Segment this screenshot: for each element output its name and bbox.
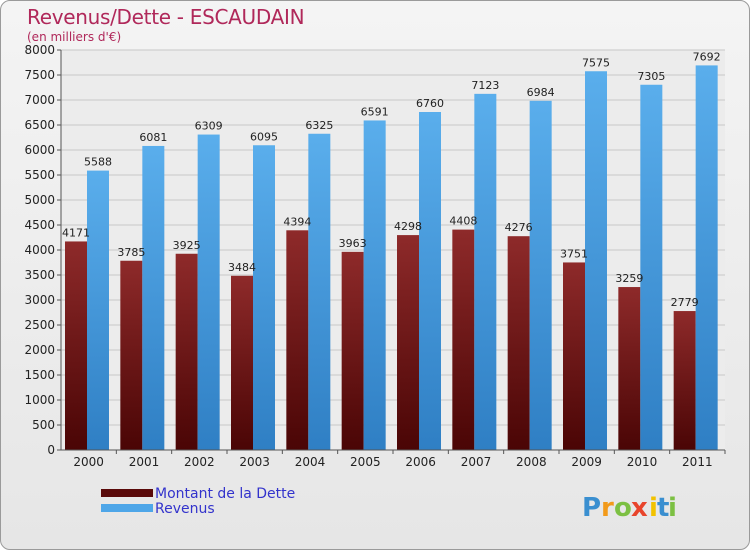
value-label: 7123 <box>471 79 499 92</box>
value-label: 2779 <box>671 296 699 309</box>
chart-title: Revenus/Dette - ESCAUDAIN <box>27 5 305 29</box>
y-tick-label: 2000 <box>24 343 55 357</box>
value-label: 4171 <box>62 226 90 239</box>
x-tick-label: 2000 <box>73 455 104 469</box>
value-label: 3751 <box>560 247 588 260</box>
bar-revenus <box>695 65 718 451</box>
x-tick-label: 2010 <box>627 455 658 469</box>
y-tick-label: 500 <box>32 418 55 432</box>
y-tick-label: 4000 <box>24 243 55 257</box>
logo-letter: t <box>657 493 669 523</box>
logo-letter: i <box>668 493 677 523</box>
logo-letter: P <box>582 493 601 523</box>
bar-revenus <box>363 120 386 450</box>
legend-swatch-dette <box>101 489 153 497</box>
bar-dette <box>120 260 143 450</box>
value-label: 6309 <box>195 120 223 133</box>
bar-revenus <box>142 145 165 450</box>
y-tick-label: 0 <box>47 443 55 457</box>
legend-swatch-revenus <box>101 504 153 512</box>
value-label: 4298 <box>394 220 422 233</box>
value-label: 3925 <box>173 239 201 252</box>
bar-revenus <box>529 100 552 451</box>
value-label: 6760 <box>416 97 444 110</box>
bar-revenus <box>197 134 220 451</box>
y-tick-label: 3000 <box>24 293 55 307</box>
value-labels: 4171 5588 3785 6081 3925 6309 3484 6095 4394 6325… <box>62 50 721 309</box>
value-label: 7692 <box>693 50 721 63</box>
bar-dette <box>452 229 475 450</box>
x-axis: 2000 2001 2002 2003 2004 2005 2006 2007 2008 2009… <box>61 449 726 469</box>
logo-letter: o <box>614 493 632 523</box>
chart-subtitle: (en milliers d'€) <box>27 30 122 44</box>
y-tick-label: 3500 <box>24 268 55 282</box>
bar-revenus <box>640 84 663 450</box>
value-label: 6325 <box>305 119 333 132</box>
x-tick-label: 2003 <box>239 455 270 469</box>
gridlines <box>61 49 725 426</box>
y-tick-label: 1000 <box>24 393 55 407</box>
bar-dette <box>618 287 641 450</box>
bar-dette <box>397 235 419 450</box>
y-tick-label: 2500 <box>24 318 55 332</box>
logo-letter: i <box>649 493 658 523</box>
bar-dette <box>231 275 253 450</box>
logo-letter: r <box>601 493 614 523</box>
logo-letter: x <box>631 493 648 523</box>
y-tick-label: 5000 <box>24 193 55 207</box>
value-label: 6095 <box>250 130 278 143</box>
bar-dette <box>673 311 696 450</box>
value-label: 5588 <box>84 156 112 169</box>
bar-dette <box>341 251 364 450</box>
y-tick-label: 5500 <box>24 168 55 182</box>
x-tick-label: 2005 <box>350 455 381 469</box>
bar-revenus <box>474 93 497 450</box>
bar-dette <box>507 236 530 450</box>
bars <box>65 65 718 451</box>
y-tick-label: 6000 <box>24 143 55 157</box>
y-tick-label: 8000 <box>24 43 55 57</box>
y-tick-label: 1500 <box>24 368 55 382</box>
y-tick-label: 7000 <box>24 93 55 107</box>
value-label: 4276 <box>505 221 533 234</box>
bar-dette <box>175 253 198 450</box>
bar-revenus <box>419 112 441 450</box>
value-label: 3259 <box>615 272 643 285</box>
y-tick-label: 7500 <box>24 68 55 82</box>
x-tick-label: 2006 <box>405 455 436 469</box>
bar-dette <box>563 262 585 450</box>
value-label: 3785 <box>117 246 145 259</box>
x-tick-label: 2011 <box>682 455 713 469</box>
value-label: 6591 <box>361 105 389 118</box>
bar-revenus <box>253 145 275 450</box>
bar-revenus <box>87 170 109 450</box>
bar-dette <box>65 241 87 450</box>
value-label: 6984 <box>527 86 555 99</box>
y-axis: 0 500 1000 1500 2000 2500 3000 3500 4000 4500 5000… <box>24 43 62 457</box>
bar-revenus <box>585 71 607 450</box>
y-tick-label: 4500 <box>24 218 55 232</box>
legend-label-dette: Montant de la Dette <box>155 486 295 502</box>
bar-revenus <box>308 133 331 450</box>
value-label: 4408 <box>449 215 477 228</box>
value-label: 4394 <box>283 215 311 228</box>
value-label: 6081 <box>139 131 167 144</box>
legend-label-revenus: Revenus <box>155 501 215 517</box>
value-label: 3484 <box>228 261 256 274</box>
x-tick-label: 2002 <box>184 455 215 469</box>
value-label: 7575 <box>582 56 610 69</box>
x-tick-label: 2004 <box>295 455 326 469</box>
value-label: 3963 <box>339 237 367 250</box>
y-tick-label: 6500 <box>24 118 55 132</box>
x-tick-label: 2007 <box>461 455 492 469</box>
bar-dette <box>286 230 309 450</box>
x-tick-label: 2008 <box>516 455 547 469</box>
value-label: 7305 <box>637 70 665 83</box>
x-tick-label: 2009 <box>571 455 602 469</box>
x-tick-label: 2001 <box>129 455 160 469</box>
